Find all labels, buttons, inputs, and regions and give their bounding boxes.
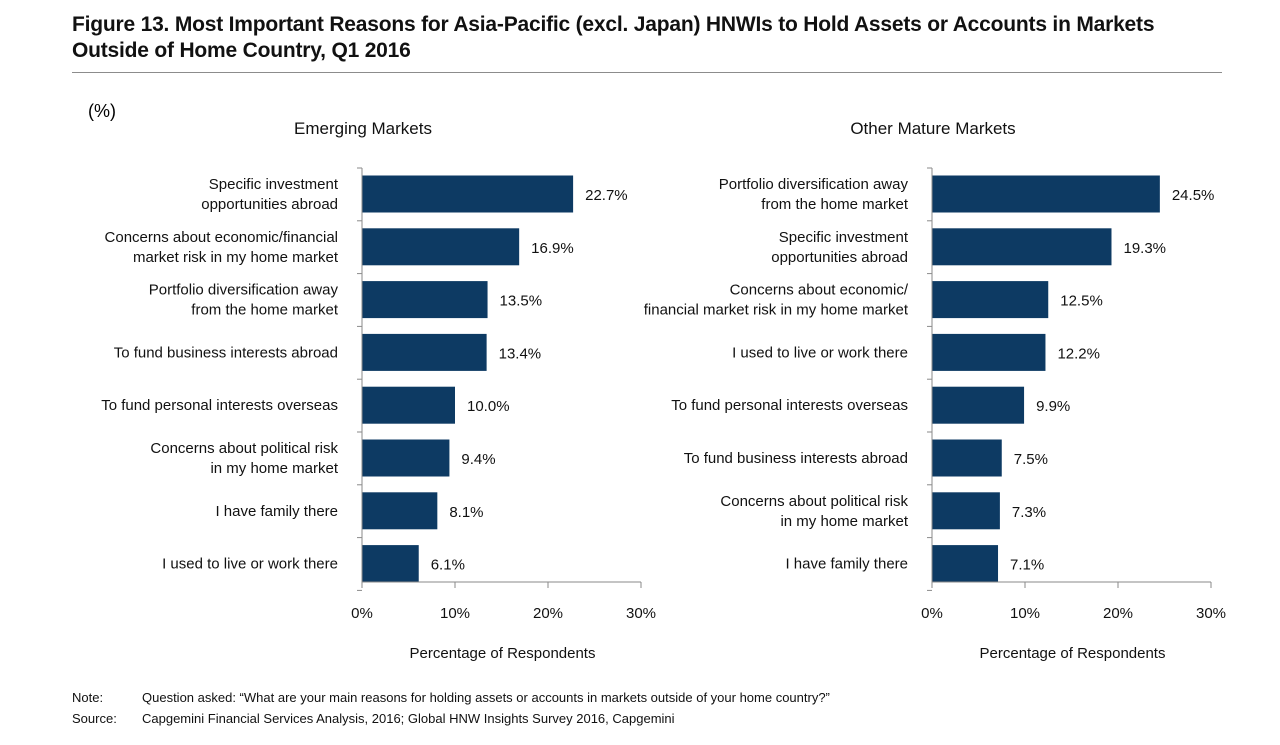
bar (362, 175, 574, 213)
footnotes: Note: Question asked: “What are your mai… (72, 687, 1222, 729)
x-tick-label: 30% (626, 605, 656, 622)
category-label-line: from the home market (761, 196, 909, 213)
category-label-line: To fund personal interests overseas (101, 397, 338, 414)
value-label: 10.0% (467, 398, 510, 415)
source-text: Capgemini Financial Services Analysis, 2… (142, 711, 675, 726)
category-label-line: I have family there (785, 556, 908, 573)
bar (932, 439, 1002, 477)
category-label: I used to live or work there (732, 344, 908, 361)
x-tick-label: 10% (1010, 605, 1040, 622)
category-label: Portfolio diversification away from the h… (719, 176, 909, 213)
x-tick-label: 20% (1103, 605, 1133, 622)
bar (362, 333, 487, 371)
bar (362, 492, 438, 530)
category-label-line: Concerns about political risk (150, 440, 338, 457)
category-label: I have family there (785, 556, 908, 573)
category-label-line: Specific investment (779, 229, 909, 246)
category-label-line: market risk in my home market (133, 249, 339, 266)
category-label-line: opportunities abroad (771, 249, 908, 266)
source-label: Source: (72, 711, 117, 726)
category-label: Portfolio diversification away from the h… (149, 282, 339, 319)
value-label: 16.9% (531, 240, 574, 257)
category-label-line: opportunities abroad (201, 196, 338, 213)
category-label-line: Portfolio diversification away (719, 176, 909, 193)
category-label: Concerns about economic/financial market… (644, 282, 909, 319)
value-label: 12.5% (1060, 293, 1103, 310)
chart-emerging-markets: Emerging Markets 22.7% Specific investment… (101, 119, 656, 662)
value-label: 13.5% (500, 293, 543, 310)
value-label: 9.9% (1036, 398, 1070, 415)
value-label: 13.4% (499, 345, 542, 362)
bar (932, 492, 1000, 530)
category-label: To fund business interests abroad (684, 450, 908, 467)
value-label: 8.1% (449, 504, 483, 521)
chart-title: Emerging Markets (294, 119, 432, 138)
category-label-line: To fund personal interests overseas (671, 397, 908, 414)
x-axis-title: Percentage of Respondents (980, 645, 1166, 662)
bar (932, 175, 1160, 213)
category-label-line: in my home market (780, 513, 908, 530)
category-label: To fund business interests abroad (114, 344, 338, 361)
figure-title: Figure 13. Most Important Reasons for As… (72, 13, 1155, 62)
category-label-line: Concerns about economic/financial (105, 229, 338, 246)
x-tick-label: 30% (1196, 605, 1226, 622)
chart-other-mature-markets: Other Mature Markets 24.5% Portfolio diver… (644, 119, 1226, 662)
bar (362, 228, 520, 266)
bar (932, 228, 1112, 266)
category-label: Specific investment opportunities abroad (201, 176, 339, 213)
category-label: Specific investment opportunities abroad (771, 229, 909, 266)
x-tick-label: 20% (533, 605, 563, 622)
value-label: 22.7% (585, 187, 628, 204)
x-tick-label: 0% (351, 605, 373, 622)
x-tick-label: 10% (440, 605, 470, 622)
bar (932, 333, 1046, 371)
bar (362, 386, 455, 424)
category-label-line: I used to live or work there (162, 556, 338, 573)
category-label-line: I have family there (215, 503, 338, 520)
note-label: Note: (72, 690, 104, 705)
bar (362, 545, 419, 583)
category-label-line: Concerns about economic/ (730, 282, 909, 299)
category-label-line: from the home market (191, 302, 339, 319)
value-label: 19.3% (1123, 240, 1166, 257)
value-label: 6.1% (431, 557, 465, 574)
category-label-line: Concerns about political risk (720, 493, 908, 510)
value-label: 12.2% (1057, 345, 1100, 362)
category-label-line: financial market risk in my home market (644, 302, 909, 319)
value-label: 24.5% (1172, 187, 1215, 204)
chart-title: Other Mature Markets (850, 119, 1015, 138)
category-label: Concerns about political risk in my home … (150, 440, 338, 477)
source-row: Source: Capgemini Financial Services Ana… (72, 708, 1222, 729)
category-label-line: Specific investment (209, 176, 339, 193)
bar (932, 545, 999, 583)
category-label-line: Portfolio diversification away (149, 282, 339, 299)
title-divider (72, 72, 1222, 73)
category-label: To fund personal interests overseas (101, 397, 338, 414)
value-label: 7.3% (1012, 504, 1046, 521)
category-label-line: I used to live or work there (732, 344, 908, 361)
category-label-line: To fund business interests abroad (684, 450, 908, 467)
category-label: I have family there (215, 503, 338, 520)
category-label: Concerns about political risk in my home … (720, 493, 908, 530)
x-tick-label: 0% (921, 605, 943, 622)
category-label: To fund personal interests overseas (671, 397, 908, 414)
bar (362, 439, 450, 477)
category-label: Concerns about economic/financial market … (105, 229, 339, 266)
value-label: 7.5% (1014, 451, 1048, 468)
value-label: 7.1% (1010, 557, 1044, 574)
category-label-line: To fund business interests abroad (114, 344, 338, 361)
value-label: 9.4% (461, 451, 495, 468)
note-text: Question asked: “What are your main reas… (142, 690, 830, 705)
charts-area: (%) Emerging Markets 22.7% Specific invest… (88, 101, 1226, 662)
category-label: I used to live or work there (162, 556, 338, 573)
category-label-line: in my home market (210, 460, 338, 477)
x-axis-title: Percentage of Respondents (410, 645, 596, 662)
bar (932, 281, 1049, 319)
bar (932, 386, 1025, 424)
unit-label: (%) (88, 101, 116, 121)
note-row: Note: Question asked: “What are your mai… (72, 687, 1222, 708)
bar (362, 281, 488, 319)
